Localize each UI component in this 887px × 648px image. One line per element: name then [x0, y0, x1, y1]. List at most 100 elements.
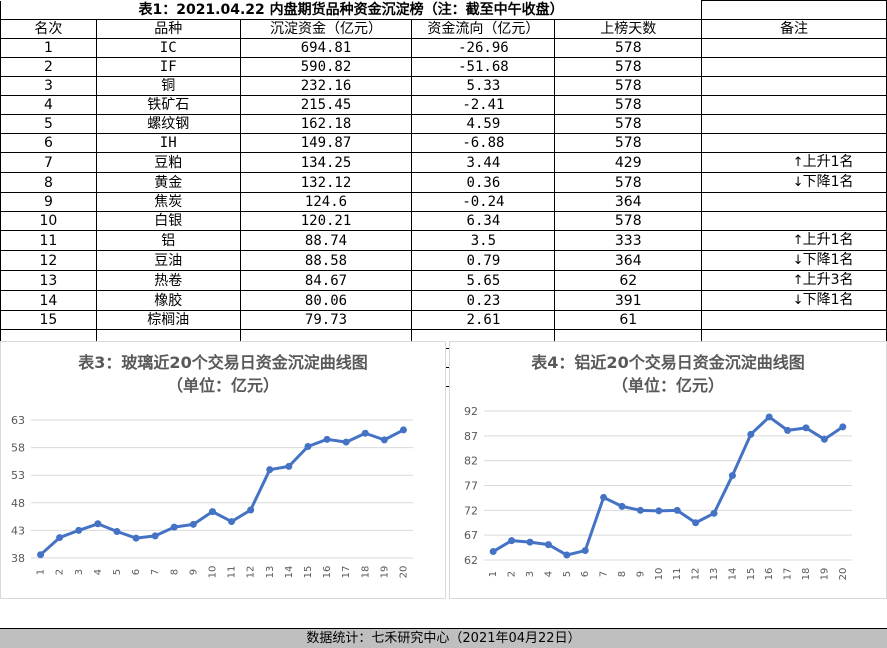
data-point: [802, 424, 810, 432]
x-tick-label: 15: [303, 566, 314, 579]
header-note: 备注: [701, 19, 887, 39]
header-days: 上榜天数: [554, 19, 703, 39]
name-cell: 棕榈油: [95, 310, 241, 330]
table-row: 8 黄金 132.12 0.36 578 ↓下降1名: [0, 172, 887, 193]
note-text: 上升1名: [802, 154, 854, 170]
y-tick-label: 82: [464, 455, 478, 468]
fund-cell: 124.6: [239, 192, 413, 212]
x-tick-label: 17: [341, 566, 352, 579]
data-point: [266, 466, 274, 474]
flow-cell: 0.36: [411, 172, 556, 193]
aluminum-chart-panel: 表4：铝近20个交易日资金沉淀曲线图 （单位：亿元） 62 67 72 77 82 87 9…: [449, 341, 887, 599]
data-point: [784, 426, 792, 434]
data-point: [132, 534, 140, 542]
data-point: [728, 472, 736, 480]
days-cell: 61: [554, 310, 703, 330]
aluminum-chart-title: 表4：铝近20个交易日资金沉淀曲线图: [531, 353, 805, 372]
data-point: [189, 520, 197, 528]
x-tick-label: 12: [691, 568, 702, 581]
flow-cell: 2.61: [411, 310, 556, 330]
data-point: [673, 506, 681, 514]
x-tick-label: 13: [709, 568, 720, 581]
days-cell: 578: [554, 211, 703, 231]
note-text: 上升1名: [802, 232, 854, 248]
fund-cell: 132.12: [239, 172, 413, 193]
x-tick-label: 9: [188, 569, 199, 575]
fund-cell: 88.74: [239, 230, 413, 251]
data-point: [361, 429, 369, 437]
x-tick-label: 3: [525, 571, 536, 577]
days-cell: 391: [554, 290, 703, 311]
header-rank: 名次: [0, 19, 97, 39]
header-name: 品种: [95, 19, 241, 39]
fund-cell: 162.18: [239, 114, 413, 134]
aluminum-chart-subtitle: （单位：亿元）: [611, 376, 724, 395]
note-text: 上升3名: [802, 272, 854, 288]
data-point: [563, 551, 571, 559]
fund-cell: 84.67: [239, 270, 413, 291]
data-point: [508, 537, 516, 545]
days-cell: 364: [554, 192, 703, 212]
x-tick-label: 20: [838, 568, 849, 581]
y-tick-label: 77: [464, 480, 478, 493]
x-tick-label: 11: [227, 566, 238, 579]
data-point: [247, 506, 255, 514]
data-point: [655, 507, 663, 515]
flow-cell: 4.59: [411, 114, 556, 134]
x-tick-label: 11: [672, 568, 683, 581]
name-cell: 橡胶: [95, 290, 241, 311]
flow-cell: 3.5: [411, 230, 556, 251]
y-tick-label: 67: [464, 529, 478, 542]
data-point: [747, 430, 755, 438]
data-point: [113, 528, 121, 536]
note-text: 下降1名: [802, 252, 854, 268]
data-point: [75, 526, 83, 534]
rank-cell: 7: [0, 152, 97, 173]
x-tick-label: 7: [599, 571, 610, 577]
flow-cell: -26.96: [411, 38, 556, 58]
note-cell: ↓下降1名: [701, 250, 887, 271]
x-tick-label: 3: [74, 569, 85, 575]
table-title-row: 表1：2021.04.22 内盘期货品种资金沉淀榜（注：截至中午收盘）: [0, 0, 887, 20]
note-cell: [701, 133, 887, 153]
x-tick-label: 14: [284, 566, 295, 579]
name-cell: 豆油: [95, 250, 241, 271]
days-cell: 62: [554, 270, 703, 291]
fund-cell: 215.45: [239, 95, 413, 115]
arrow-up-icon: ↑: [792, 233, 804, 248]
note-cell: [701, 310, 887, 330]
name-cell: 螺纹钢: [95, 114, 241, 134]
fund-cell: 134.25: [239, 152, 413, 173]
x-tick-label: 20: [398, 566, 409, 579]
x-tick-label: 13: [265, 566, 276, 579]
data-point: [618, 502, 626, 510]
rank-cell: 9: [0, 192, 97, 212]
name-cell: 铝: [95, 230, 241, 251]
x-tick-label: 12: [246, 566, 257, 579]
x-tick-label: 6: [131, 569, 142, 575]
flow-cell: 3.44: [411, 152, 556, 173]
note-text: 下降1名: [802, 292, 854, 308]
x-tick-label: 2: [507, 571, 518, 577]
note-cell: [701, 211, 887, 231]
x-tick-label: 19: [819, 568, 830, 581]
glass-chart-panel: 表3：玻璃近20个交易日资金沉淀曲线图 （单位：亿元） 38 43 48 53 58 63…: [0, 341, 446, 599]
rank-cell: 1: [0, 38, 97, 58]
table-row: 3 铜 232.16 5.33 578: [0, 76, 887, 96]
header-flow: 资金流向（亿元）: [411, 19, 556, 39]
table-row: 15 棕榈油 79.73 2.61 61: [0, 310, 887, 330]
data-point: [600, 493, 608, 501]
rank-cell: 10: [0, 211, 97, 231]
table-row: 12 豆油 88.58 0.79 364 ↓下降1名: [0, 250, 887, 271]
y-tick-label: 38: [11, 552, 25, 565]
fund-cell: 120.21: [239, 211, 413, 231]
table-row: 2 IF 590.82 -51.68 578: [0, 57, 887, 77]
y-tick-label: 72: [464, 504, 478, 517]
name-cell: 焦炭: [95, 192, 241, 212]
flow-cell: 6.34: [411, 211, 556, 231]
note-cell: ↓下降1名: [701, 172, 887, 193]
note-cell: ↑上升3名: [701, 270, 887, 291]
name-cell: 热卷: [95, 270, 241, 291]
data-point: [285, 462, 293, 470]
data-point: [151, 532, 159, 540]
